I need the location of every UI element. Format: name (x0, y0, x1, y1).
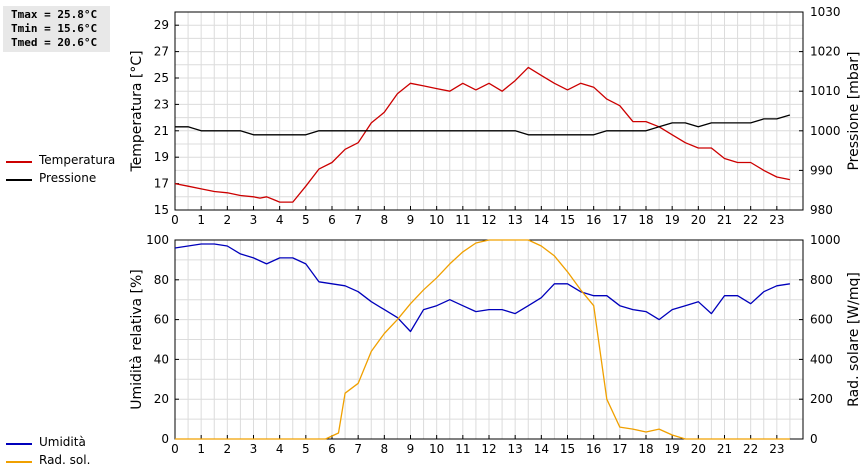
y-right-tick-label: 400 (810, 352, 833, 366)
y-right-tick-label: 800 (810, 273, 833, 287)
legend-label-umidita: Umidità (39, 435, 86, 449)
x-tick-label: 19 (665, 213, 680, 227)
x-tick-label: 7 (354, 213, 362, 227)
series-line-pressione (175, 114, 791, 136)
x-tick-label: 14 (534, 213, 549, 227)
x-tick-label: 6 (328, 213, 336, 227)
x-tick-label: 7 (354, 442, 362, 456)
y-right-axis-title: Pressione [mbar] (846, 51, 860, 170)
y-right-tick-label: 600 (810, 313, 833, 327)
x-tick-label: 12 (481, 442, 496, 456)
x-tick-label: 13 (508, 213, 523, 227)
stats-box: Tmax = 25.8°C Tmin = 15.6°C Tmed = 20.6°… (3, 6, 110, 52)
legend-swatch-umidita (6, 443, 32, 445)
y-left-tick-label: 17 (154, 177, 169, 191)
x-tick-label: 18 (638, 213, 653, 227)
y-right-tick-label: 1000 (810, 233, 841, 247)
x-tick-label: 3 (250, 442, 258, 456)
x-tick-label: 16 (586, 442, 601, 456)
y-left-tick-label: 19 (154, 150, 169, 164)
x-tick-label: 22 (743, 442, 758, 456)
x-tick-label: 2 (224, 442, 232, 456)
y-left-tick-label: 60 (154, 313, 169, 327)
y-left-tick-label: 0 (161, 432, 169, 446)
stat-tmed: Tmed = 20.6°C (11, 36, 98, 49)
legend-swatch-temperatura (6, 161, 32, 163)
x-tick-label: 8 (381, 442, 389, 456)
y-right-tick-label: 980 (810, 203, 833, 217)
x-tick-label: 11 (455, 442, 470, 456)
x-tick-label: 17 (612, 213, 627, 227)
x-tick-label: 3 (250, 213, 258, 227)
x-tick-label: 14 (534, 442, 549, 456)
stat-tmax: Tmax = 25.8°C (11, 8, 98, 21)
x-tick-label: 19 (665, 442, 680, 456)
x-tick-label: 9 (407, 213, 415, 227)
x-tick-label: 10 (429, 442, 444, 456)
y-left-tick-label: 40 (154, 352, 169, 366)
y-left-tick-label: 100 (146, 233, 169, 247)
y-right-tick-label: 0 (810, 432, 818, 446)
x-tick-label: 1 (197, 213, 205, 227)
x-tick-label: 0 (171, 213, 179, 227)
y-right-tick-label: 1010 (810, 84, 841, 98)
x-tick-label: 8 (381, 213, 389, 227)
y-left-tick-label: 23 (154, 97, 169, 111)
y-left-tick-label: 29 (154, 18, 169, 32)
y-right-tick-label: 1030 (810, 5, 841, 19)
x-tick-label: 16 (586, 213, 601, 227)
x-tick-label: 4 (276, 213, 284, 227)
y-left-tick-label: 25 (154, 71, 169, 85)
y-left-tick-label: 80 (154, 273, 169, 287)
x-tick-label: 20 (691, 442, 706, 456)
x-tick-label: 18 (638, 442, 653, 456)
x-tick-label: 21 (717, 442, 732, 456)
y-left-axis-title: Umidità relativa [%] (129, 269, 145, 410)
x-tick-label: 2 (224, 213, 232, 227)
x-tick-label: 0 (171, 442, 179, 456)
x-tick-label: 23 (769, 213, 784, 227)
x-tick-label: 1 (197, 442, 205, 456)
y-left-tick-label: 15 (154, 203, 169, 217)
weather-charts: 0 1 2 3 4 5 6 7 8 9 10 11 12 13 14 15 16 17 18 19 20 21 22 2315… (129, 5, 860, 456)
x-tick-label: 15 (560, 442, 575, 456)
series-line-temperatura (174, 66, 791, 203)
x-tick-label: 6 (328, 442, 336, 456)
x-tick-label: 23 (769, 442, 784, 456)
x-tick-label: 4 (276, 442, 284, 456)
legend-label-pressione: Pressione (39, 171, 97, 185)
x-tick-label: 21 (717, 213, 732, 227)
x-tick-label: 12 (481, 213, 496, 227)
y-right-tick-label: 1000 (810, 124, 841, 138)
x-tick-label: 5 (302, 213, 310, 227)
y-right-axis-title: Rad. solare [W/mq] (846, 272, 860, 407)
x-tick-label: 20 (691, 213, 706, 227)
series-line-umidit (174, 243, 790, 333)
x-tick-label: 15 (560, 213, 575, 227)
chart-top: 0 1 2 3 4 5 6 7 8 9 10 11 12 13 14 15 16 17 18 19 20 21 22 2315… (129, 5, 860, 227)
x-tick-label: 9 (407, 442, 415, 456)
legend-label-temperatura: Temperatura (39, 153, 116, 167)
y-right-tick-label: 1020 (810, 45, 841, 59)
x-tick-label: 10 (429, 213, 444, 227)
x-tick-label: 13 (508, 442, 523, 456)
y-left-tick-label: 21 (154, 124, 169, 138)
stat-tmin: Tmin = 15.6°C (11, 22, 98, 35)
x-tick-label: 5 (302, 442, 310, 456)
legend-swatch-rad-sol (6, 461, 32, 463)
y-left-tick-label: 20 (154, 392, 169, 406)
y-left-tick-label: 27 (154, 45, 169, 59)
y-right-tick-label: 200 (810, 392, 833, 406)
y-left-axis-title: Temperatura [°C] (129, 50, 145, 172)
x-tick-label: 11 (455, 213, 470, 227)
legend-swatch-pressione (6, 179, 32, 181)
x-tick-label: 17 (612, 442, 627, 456)
series-line-rad-sol (175, 239, 790, 440)
y-right-tick-label: 990 (810, 163, 833, 177)
chart-bottom: 0 1 2 3 4 5 6 7 8 9 10 11 12 13 14 15 16 17 18 19 20 21 22 2302… (129, 233, 860, 456)
x-tick-label: 22 (743, 213, 758, 227)
